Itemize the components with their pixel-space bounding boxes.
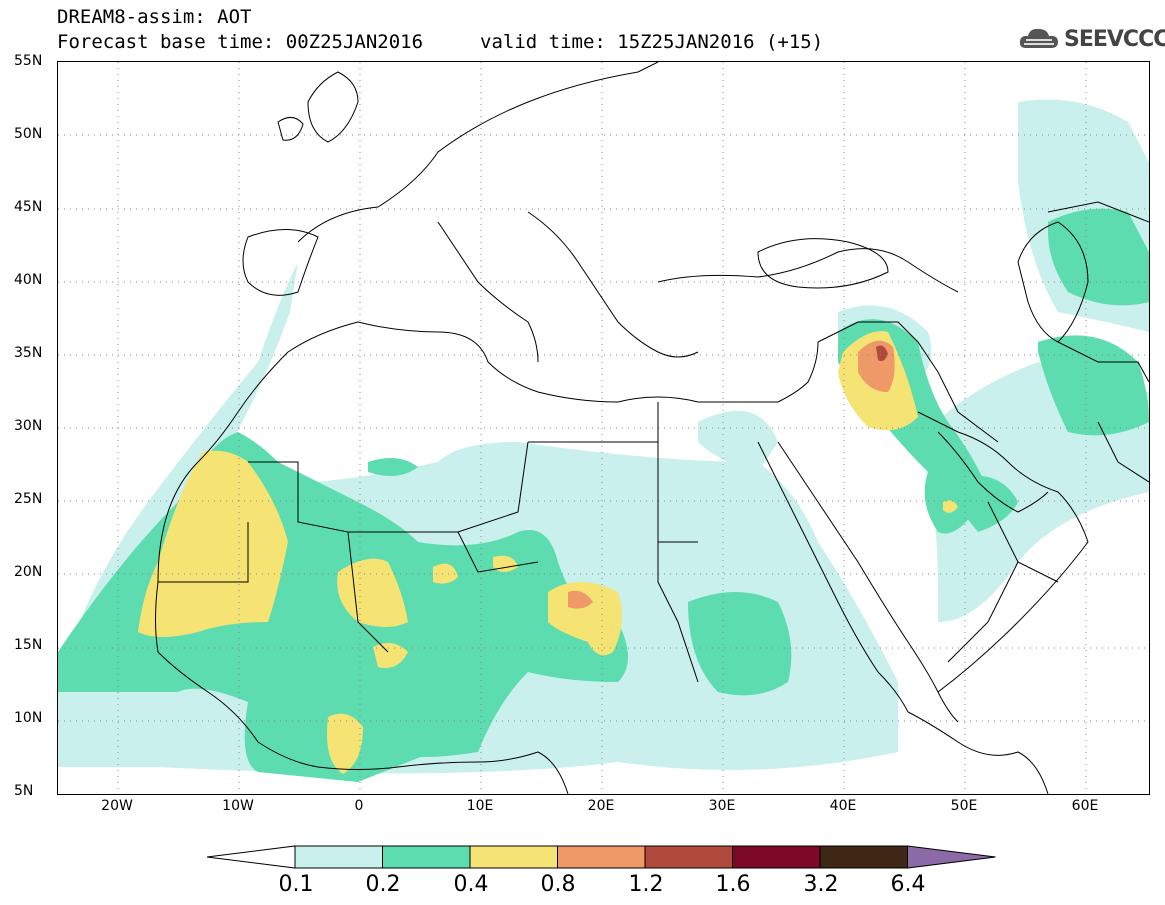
lon-label-0: 0 [354, 798, 364, 814]
colorbar-label-1.2: 1.2 [628, 872, 664, 897]
lat-label-15n: 15N [14, 637, 43, 653]
base-time: Forecast base time: 00Z25JAN2016 [57, 31, 424, 53]
lat-label-30n: 30N [14, 418, 43, 434]
colorbar-arrow-high [907, 845, 996, 869]
cloud-icon [1019, 28, 1058, 48]
lon-label-50e: 50E [950, 798, 978, 814]
lon-label-60e: 60E [1071, 798, 1099, 814]
colorbar-box-4 [557, 845, 646, 869]
logo-text: SEEVCCC [1064, 26, 1165, 52]
colorbar-label-6.4: 6.4 [890, 872, 926, 897]
lat-label-5n: 5N [14, 783, 34, 799]
lat-label-55n: 55N [14, 53, 43, 69]
aot-field-layer [58, 99, 1149, 782]
coastlines [155, 62, 1149, 794]
lat-label-50n: 50N [14, 126, 43, 142]
aot-map [58, 62, 1149, 794]
colorbar-label-0.1: 0.1 [278, 872, 314, 897]
lat-label-35n: 35N [14, 345, 43, 361]
colorbar-box-6 [732, 845, 821, 869]
lon-label-10e: 10E [466, 798, 494, 814]
aot-band-1.2 [876, 345, 888, 362]
seevccc-logo: SEEVCCC [1018, 24, 1165, 54]
lon-label-20e: 20E [587, 798, 615, 814]
lon-label-20w: 20W [101, 798, 133, 814]
colorbar-box-2 [382, 845, 471, 869]
lat-label-20n: 20N [14, 564, 43, 580]
lat-label-40n: 40N [14, 272, 43, 288]
lat-label-10n: 10N [14, 710, 43, 726]
colorbar-box-7 [819, 845, 908, 869]
colorbar-box-1 [294, 845, 383, 869]
colorbar-label-0.2: 0.2 [365, 872, 401, 897]
lon-label-10w: 10W [222, 798, 254, 814]
colorbar-box-5 [644, 845, 733, 869]
colorbar-label-3.2: 3.2 [803, 872, 839, 897]
colorbar-box-3 [469, 845, 558, 869]
valid-time: valid time: 15Z25JAN2016 (+15) [480, 31, 824, 53]
colorbar-arrow-low [206, 845, 296, 869]
lon-label-30e: 30E [708, 798, 736, 814]
map-area [57, 61, 1150, 795]
colorbar-label-0.4: 0.4 [453, 872, 489, 897]
colorbar-label-0.8: 0.8 [540, 872, 576, 897]
colorbar [206, 845, 996, 869]
graticule [58, 62, 1149, 794]
colorbar-label-1.6: 1.6 [715, 872, 751, 897]
chart-title: DREAM8-assim: AOT [57, 6, 252, 28]
lat-label-45n: 45N [14, 199, 43, 215]
lon-label-40e: 40E [829, 798, 857, 814]
lat-label-25n: 25N [14, 491, 43, 507]
